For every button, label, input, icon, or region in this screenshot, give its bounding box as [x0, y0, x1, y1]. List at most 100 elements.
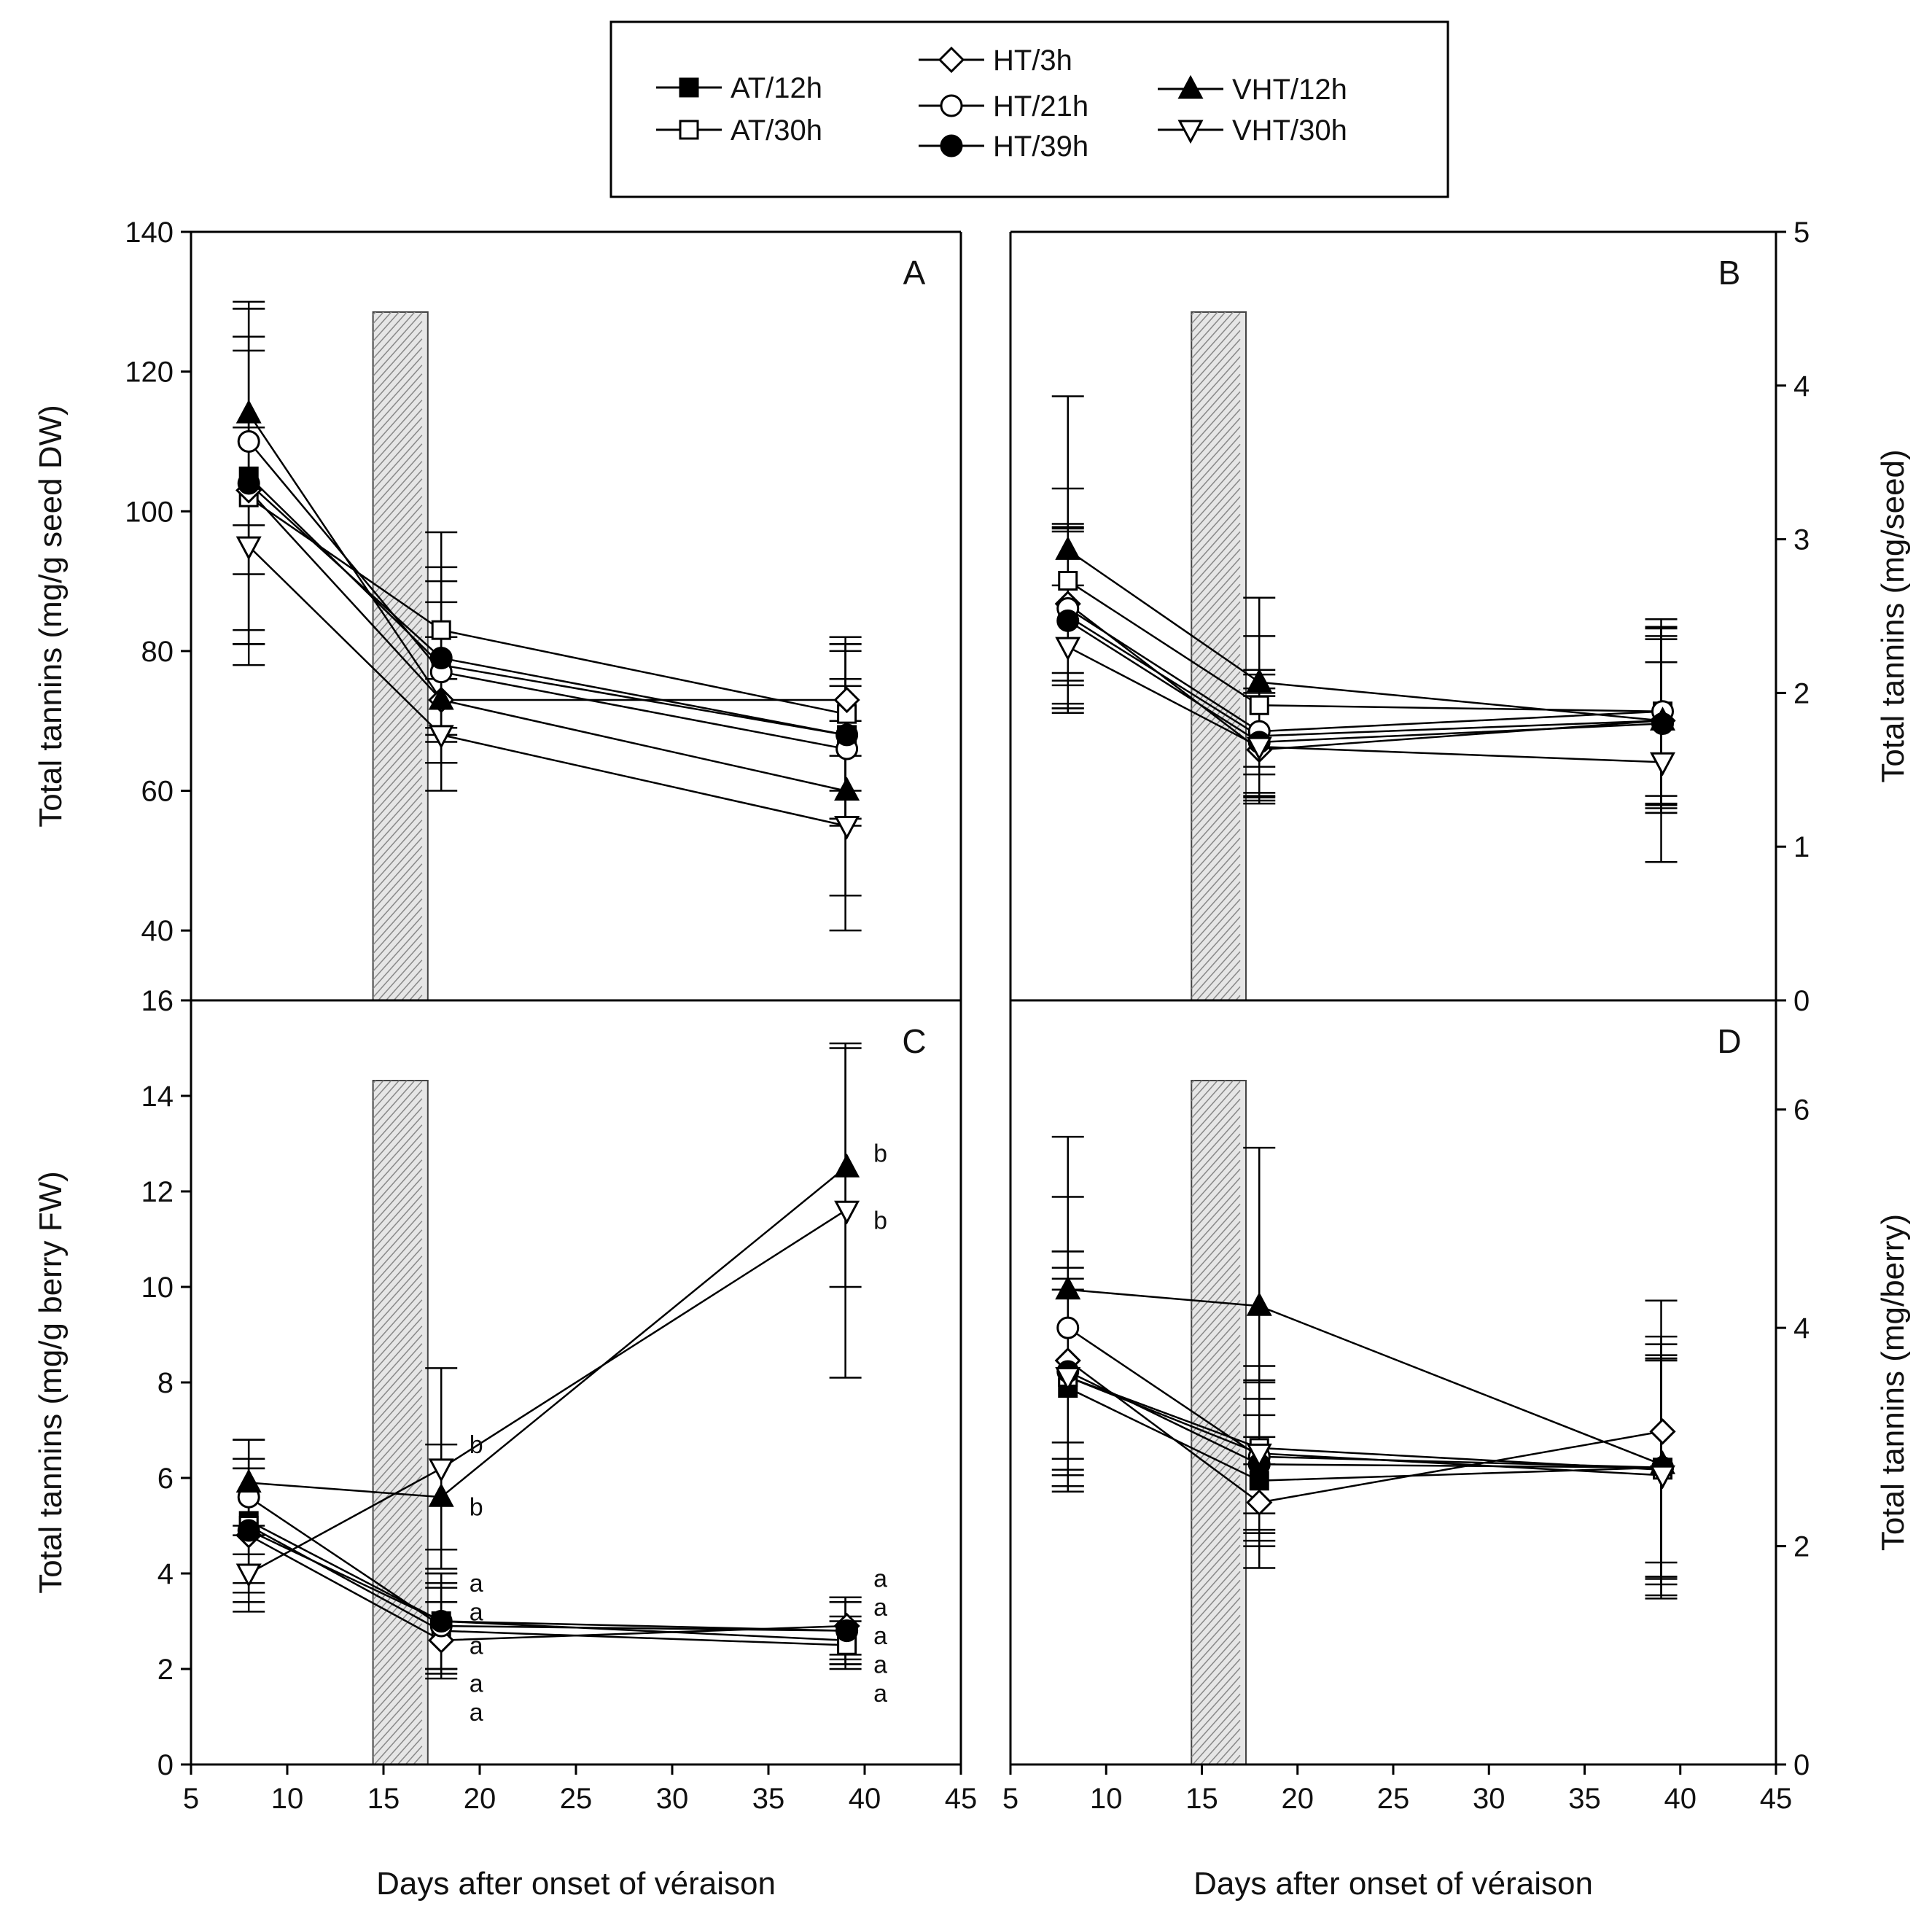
legend-entry-ht-21h: HT/21h [919, 90, 1088, 122]
hatch-line [1191, 1361, 1241, 1417]
hatch-line [1191, 592, 1241, 648]
hatch-line [1191, 671, 1241, 727]
point-vht-12h [428, 1483, 454, 1507]
point-ht-3h [1649, 1418, 1676, 1445]
y-tick-label: 3 [1793, 524, 1810, 556]
y-ticks: 0 2 4 6 8 10 12 14 16 [141, 985, 191, 1781]
point-vht-30h [1649, 1465, 1676, 1490]
hatch-line [1191, 330, 1241, 386]
hatch-line [373, 312, 408, 351]
veraison-hatch [1191, 312, 1241, 1000]
hatch-line [1191, 1107, 1241, 1163]
y-axis-title: Total tannins (mg/berry) [1875, 1214, 1911, 1551]
point-vht-30h [834, 1200, 860, 1225]
series-line-at-12h [248, 1520, 846, 1641]
point-ht-3h [1246, 1489, 1273, 1516]
legend-entry-at-12h: AT/12h [656, 72, 822, 104]
y-tick-label: 6 [1793, 1094, 1810, 1127]
hatch-line [1191, 1702, 1241, 1758]
hatch-line [1223, 1746, 1241, 1764]
hatch-line [373, 583, 423, 639]
hatch-line [373, 1081, 423, 1137]
hatch-line [373, 330, 423, 386]
significance-letter: b [470, 1431, 483, 1459]
error-bars-ht-21h [1051, 1196, 1678, 1600]
hatch-line [1191, 400, 1241, 456]
hatch-line [1191, 1186, 1241, 1242]
hatch-line [373, 347, 423, 403]
hatch-line [1191, 1518, 1241, 1574]
point-vht-12h [428, 685, 454, 710]
hatch-line [373, 147, 422, 201]
x-tick-label: 35 [752, 1783, 785, 1815]
y-tick-label: 4 [1793, 370, 1810, 402]
hatch-line [1191, 312, 1234, 359]
hatch-line [1191, 855, 1241, 911]
y-axis-title: Total tannins (mg/seed) [1875, 449, 1911, 782]
hatch-line [373, 312, 400, 342]
hatch-line [373, 881, 423, 937]
hatch-line [373, 942, 423, 998]
hatch-line [373, 1509, 423, 1565]
series-group [1051, 1135, 1678, 1600]
y-axis-title: Total tannins (mg/g seed DW) [33, 405, 69, 828]
hatch-line [373, 513, 423, 569]
hatch-line [373, 199, 422, 254]
error-bars-at-30h [1051, 487, 1678, 805]
hatch-line [373, 505, 423, 561]
hatch-line [1191, 767, 1241, 823]
series-line-ht-21h [248, 1496, 846, 1632]
hatch-line [1191, 540, 1241, 596]
hatch-line [373, 610, 423, 666]
point-vht-30h [428, 725, 454, 750]
hatch-line [1191, 697, 1241, 753]
point-ht-39h [835, 1619, 859, 1643]
y-tick-label: 2 [157, 1654, 174, 1686]
hatch-line [373, 1003, 422, 1057]
hatch-line [1191, 837, 1241, 893]
x-tick-label: 25 [560, 1783, 593, 1815]
hatch-line [373, 916, 423, 972]
hatch-line [373, 1369, 423, 1425]
hatch-line [373, 994, 422, 1048]
x-tick-label: 15 [1185, 1783, 1218, 1815]
hatch-line [373, 636, 423, 692]
hatch-line [373, 723, 423, 779]
hatch-line [373, 1536, 423, 1592]
point-at-30h [1058, 571, 1078, 591]
series-line-vht-12h [249, 1167, 846, 1498]
hatch-line [373, 662, 423, 718]
hatch-line [1191, 1081, 1241, 1137]
hatch-line [1191, 1273, 1241, 1329]
hatch-line [373, 872, 423, 928]
hatch-line [373, 1667, 423, 1723]
hatch-line [1191, 916, 1241, 972]
hatch-line [1191, 1124, 1241, 1180]
hatch-line [1191, 1483, 1241, 1539]
y-tick-label: 0 [1793, 1749, 1810, 1781]
hatch-line [1191, 496, 1241, 552]
hatch-line [1191, 1684, 1241, 1740]
point-vht-30h [235, 1563, 262, 1588]
hatch-line [373, 391, 423, 447]
hatch-line [373, 417, 423, 473]
legend-marker-at-30h [679, 120, 699, 140]
legend-label: AT/30h [731, 114, 822, 147]
hatch-line [416, 995, 423, 1000]
x-tick-label: 45 [1760, 1783, 1793, 1815]
error-bars-ht-21h [233, 308, 862, 820]
hatch-line [373, 1404, 423, 1460]
hatch-line [373, 933, 423, 989]
hatch-line [373, 1212, 423, 1268]
point-vht-30h [1246, 1443, 1272, 1468]
hatch-line [1191, 1221, 1241, 1277]
hatch-line [373, 627, 423, 683]
hatch-line [1191, 1168, 1241, 1224]
y-ticks: 0 1 2 3 4 5 [1776, 217, 1810, 1017]
panel-letter: D [1717, 1022, 1741, 1060]
hatch-line [1191, 1606, 1241, 1662]
hatch-line [373, 890, 423, 946]
hatch-line [1191, 636, 1241, 692]
x-tick-label: 10 [1090, 1783, 1123, 1815]
hatch-line [1191, 907, 1241, 963]
